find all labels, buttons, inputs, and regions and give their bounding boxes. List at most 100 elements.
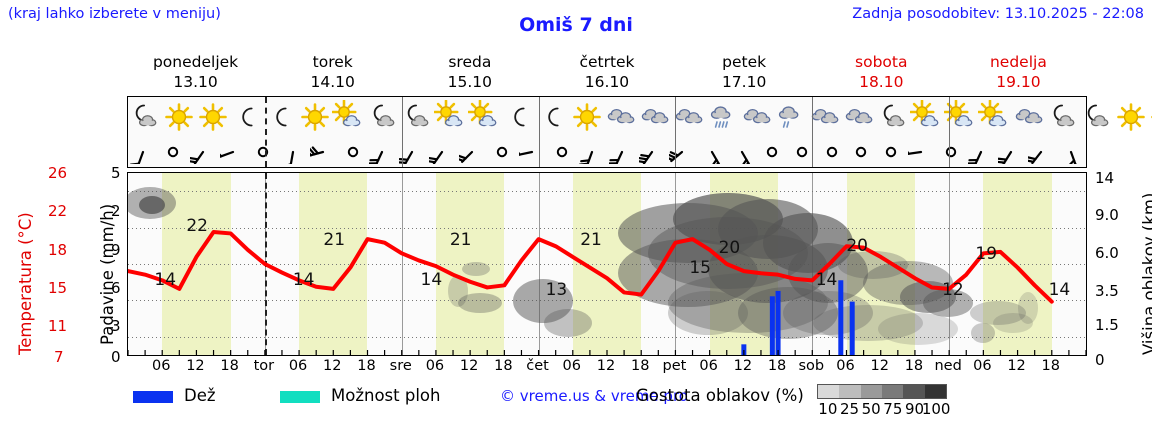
last-update: Zadnja posodobitev: 13.10.2025 - 22:08 — [852, 6, 1144, 22]
temperature-line — [128, 230, 1054, 304]
time-tick-label: sob — [798, 358, 825, 374]
day-header-row: ponedeljek 13.10 torek 14.10 sreda 15.10 četrt… — [127, 52, 1087, 94]
cloud-density-blob — [458, 293, 502, 313]
weather-icon-sun — [1114, 97, 1148, 137]
day-name: sreda — [448, 53, 492, 71]
wind-barb — [817, 137, 847, 167]
day-name: petek — [722, 53, 767, 71]
wind-barb — [487, 137, 517, 167]
precipitation-tick: 5 — [111, 164, 121, 182]
time-tick-label: 12 — [186, 358, 205, 374]
cloud-height-tick: 9.0 — [1095, 206, 1119, 224]
day-name: četrtek — [579, 53, 635, 71]
precipitation-bar — [849, 301, 855, 355]
day-header-sreda: sreda 15.10 — [401, 52, 538, 94]
cloud-density-blob — [971, 323, 995, 343]
cloud-density-blob — [923, 289, 973, 317]
wind-barb — [308, 137, 338, 167]
time-tick-label: 12 — [323, 358, 342, 374]
temperature-tick: 18 — [48, 241, 68, 259]
time-tick-label: čet — [526, 358, 549, 374]
temperature-extreme-label: 20 — [846, 236, 868, 256]
wind-barb-band — [128, 137, 1086, 167]
cloud-density-blob — [668, 291, 748, 335]
time-tick-label: 12 — [596, 358, 616, 374]
time-tick-label: 18 — [220, 358, 239, 374]
cloud-density-tick: 75 — [883, 400, 903, 418]
cloud-density-tick: 25 — [839, 400, 860, 418]
cloud-height-tick: 0 — [1095, 351, 1105, 369]
time-tick-label: 06 — [562, 358, 582, 374]
time-tick-label: 18 — [1041, 358, 1061, 374]
cloud-height-tick: 1.5 — [1095, 316, 1119, 334]
rain-label: Dež — [184, 386, 216, 405]
time-tick-label: 06 — [973, 358, 992, 374]
cloud-density-blob — [738, 287, 838, 339]
value-gridline — [128, 264, 1086, 265]
cloud-density-scale — [817, 384, 947, 399]
temperature-extreme-label: 14 — [421, 270, 443, 290]
day-date: 18.10 — [859, 73, 904, 91]
cloud-height-axis-title: Višina oblakov (km) — [1140, 192, 1152, 355]
time-tick-label: 18 — [494, 358, 513, 374]
weather-icon-moon-cloud — [876, 97, 910, 137]
showers-swatch — [280, 391, 320, 403]
weather-icon-cloud — [672, 97, 706, 137]
wind-barb — [128, 137, 158, 167]
value-gridline — [128, 227, 1086, 229]
weather-icon-sun — [298, 97, 332, 137]
wind-barb — [278, 137, 308, 167]
weather-icon-sun — [162, 97, 196, 137]
weather-icon-band — [128, 97, 1152, 137]
cloud-density-swatch — [860, 385, 882, 398]
time-tick-label: 18 — [357, 358, 376, 374]
temperature-extreme-label: 14 — [1049, 280, 1071, 300]
wind-barb — [906, 137, 936, 167]
rain-swatch — [133, 391, 173, 403]
time-tick-label: 06 — [288, 358, 308, 374]
cloud-density-blob — [544, 309, 592, 337]
value-gridline — [128, 336, 1086, 338]
wind-barb — [338, 137, 368, 167]
wind-barb — [368, 137, 398, 167]
time-tick-label: 18 — [767, 358, 787, 374]
day-header-ponedeljek: ponedeljek 13.10 — [127, 52, 264, 94]
wind-barb — [727, 137, 757, 167]
temperature-tick: 11 — [48, 317, 68, 335]
location-hint: (kraj lahko izberete v meniju) — [8, 6, 221, 22]
weather-icon-sun-cloud — [978, 97, 1012, 137]
weather-icon-cloud — [638, 97, 672, 137]
temperature-tick: 22 — [48, 202, 68, 220]
wind-barb — [607, 137, 637, 167]
cloud-density-blob — [1018, 292, 1038, 324]
cloud-density-tick: 90 — [904, 400, 925, 418]
plot-canvas: 14 22 14 21 14 21 13 21 15 20 14 20 12 19 14 — [128, 187, 1086, 355]
time-tick-label: 06 — [425, 358, 445, 374]
precipitation-bar — [769, 296, 775, 355]
weather-icon-moon — [536, 97, 570, 137]
day-name: ponedeljek — [152, 53, 239, 71]
weather-icon-moon-cloud — [128, 97, 162, 137]
time-tick-label: 12 — [459, 358, 479, 374]
time-tick-label: ned — [934, 358, 962, 374]
wind-barb — [757, 137, 787, 167]
copyright-link[interactable]: © vreme.us & vreme.pro — [500, 387, 688, 405]
day-separator — [675, 97, 677, 167]
weather-icon-cloud — [740, 97, 774, 137]
wind-barb — [218, 137, 248, 167]
temperature-tick: 15 — [48, 279, 68, 297]
time-tick-label: 12 — [733, 358, 753, 374]
weather-icon-sun-cloud — [468, 97, 502, 137]
temperature-extreme-label: 21 — [450, 230, 472, 250]
time-tick-label: tor — [253, 358, 275, 374]
day-separator — [401, 97, 403, 167]
wind-barb — [1026, 137, 1056, 167]
weather-icon-sun-cloud — [434, 97, 468, 137]
temperature-tick: 7 — [54, 348, 64, 366]
day-separator — [812, 97, 814, 167]
time-tick-label: 06 — [151, 358, 171, 374]
precipitation-tick: 2 — [111, 202, 121, 220]
wind-barb — [966, 137, 996, 167]
weather-icon-moon-cloud — [1046, 97, 1080, 137]
cloud-density-blob — [970, 301, 1026, 325]
